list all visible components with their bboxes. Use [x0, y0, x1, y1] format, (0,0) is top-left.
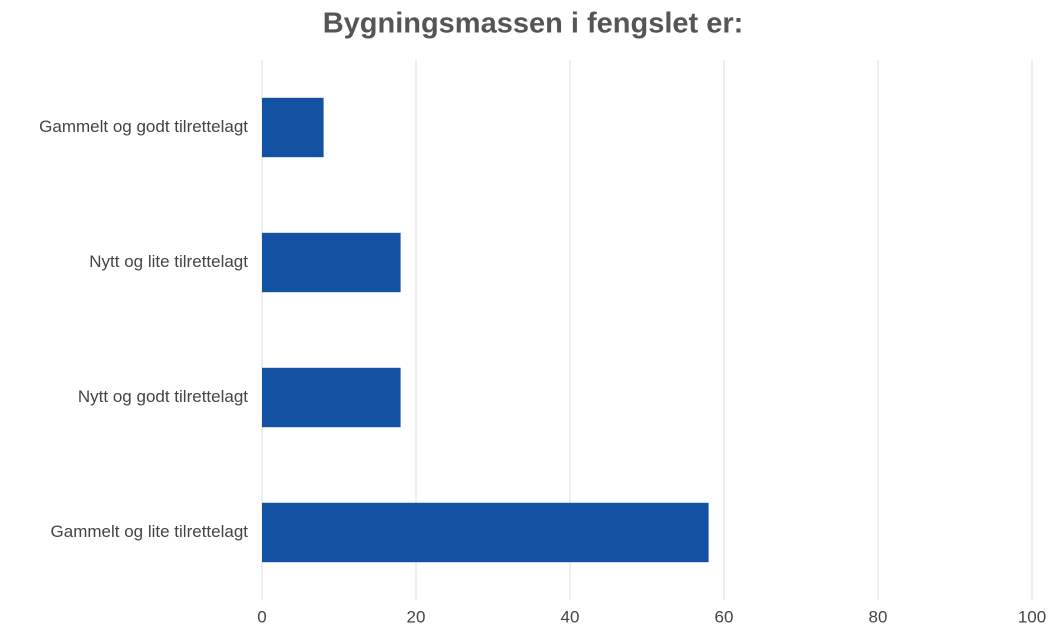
x-tick-label: 0 [257, 607, 266, 626]
chart-title: Bygningsmassen i fengslet er: [323, 8, 744, 40]
x-tick-label: 100 [1018, 607, 1046, 626]
y-tick-label: Nytt og lite tilrettelagt [89, 252, 248, 271]
y-tick-label: Gammelt og lite tilrettelagt [51, 522, 249, 541]
bar [262, 97, 324, 158]
x-tick-label: 80 [869, 607, 888, 626]
y-tick-label: Nytt og godt tilrettelagt [78, 387, 248, 406]
x-tick-label: 20 [407, 607, 426, 626]
x-tick-label: 40 [561, 607, 580, 626]
bar [262, 232, 401, 293]
bar [262, 367, 401, 428]
y-tick-label: Gammelt og godt tilrettelagt [39, 117, 248, 136]
bar [262, 502, 709, 563]
x-tick-label: 60 [715, 607, 734, 626]
